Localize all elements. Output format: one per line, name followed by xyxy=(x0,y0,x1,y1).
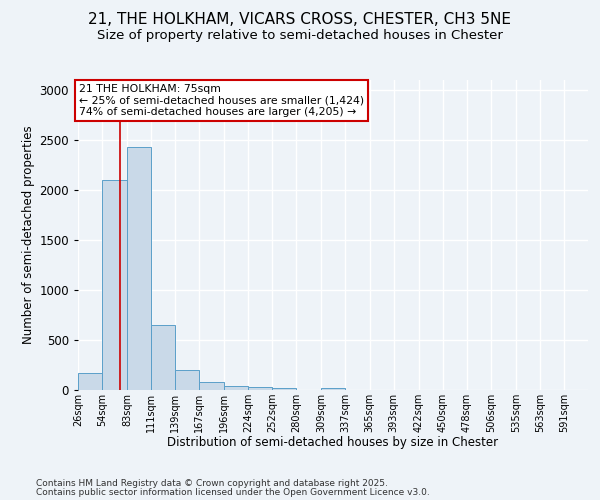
X-axis label: Distribution of semi-detached houses by size in Chester: Distribution of semi-detached houses by … xyxy=(167,436,499,450)
Y-axis label: Number of semi-detached properties: Number of semi-detached properties xyxy=(22,126,35,344)
Bar xyxy=(224,386,248,390)
Bar xyxy=(248,386,272,390)
Text: Size of property relative to semi-detached houses in Chester: Size of property relative to semi-detach… xyxy=(97,29,503,42)
Bar xyxy=(175,370,199,390)
Bar xyxy=(151,325,175,390)
Bar xyxy=(78,373,102,390)
Text: Contains HM Land Registry data © Crown copyright and database right 2025.: Contains HM Land Registry data © Crown c… xyxy=(36,478,388,488)
Bar xyxy=(102,180,127,390)
Bar xyxy=(199,382,224,390)
Text: 21, THE HOLKHAM, VICARS CROSS, CHESTER, CH3 5NE: 21, THE HOLKHAM, VICARS CROSS, CHESTER, … xyxy=(89,12,511,28)
Bar xyxy=(272,388,296,390)
Bar xyxy=(127,147,151,390)
Text: 21 THE HOLKHAM: 75sqm
← 25% of semi-detached houses are smaller (1,424)
74% of s: 21 THE HOLKHAM: 75sqm ← 25% of semi-deta… xyxy=(79,84,364,117)
Bar xyxy=(322,388,346,390)
Text: Contains public sector information licensed under the Open Government Licence v3: Contains public sector information licen… xyxy=(36,488,430,497)
